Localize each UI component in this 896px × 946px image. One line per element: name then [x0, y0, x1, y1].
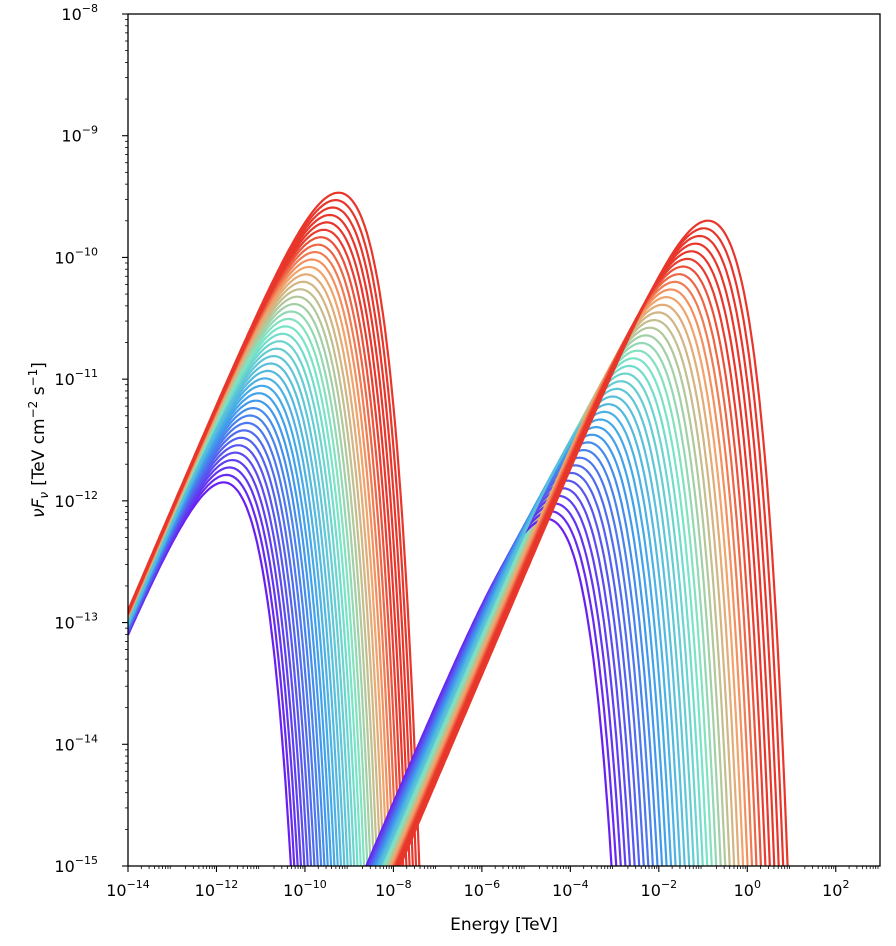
y-tick-label: 10−14 — [54, 732, 98, 754]
x-tick-label: 10−2 — [641, 878, 678, 900]
x-tick-label: 10−8 — [375, 878, 412, 900]
plot-frame — [127, 13, 881, 867]
x-tick-label: 100 — [734, 878, 761, 900]
x-tick-label: 102 — [822, 878, 849, 900]
y-tick-label: 10−15 — [54, 854, 98, 876]
synchrotron-curve — [128, 362, 346, 866]
y-tick-label: 10−8 — [61, 2, 98, 24]
inverse-compton-curve — [378, 395, 686, 866]
y-axis-label: νFν[TeV cm−2 s−1] — [26, 362, 51, 518]
x-axis-label: Energy [TeV] — [450, 915, 558, 935]
synchrotron-curve — [128, 191, 421, 866]
x-tick-label: 10−12 — [195, 878, 239, 900]
x-tick-label: 10−4 — [552, 878, 589, 900]
sed-curves — [128, 191, 789, 866]
x-tick-label: 10−10 — [283, 878, 327, 900]
svg-text:νFν[TeV cm−2 s−1]: νFν[TeV cm−2 s−1] — [26, 362, 51, 518]
inverse-compton-curve — [398, 219, 789, 866]
y-tick-label: 10−12 — [54, 489, 98, 511]
y-tick-label: 10−13 — [54, 611, 98, 633]
y-tick-label: 10−9 — [61, 124, 98, 146]
y-tick-label: 10−10 — [54, 245, 98, 267]
y-tick-label: 10−11 — [54, 367, 98, 389]
axes: 10−14 10−12 10−10 10−8 10−6 10−4 10−2 100 102 10−… — [54, 2, 879, 900]
x-tick-label: 10−6 — [464, 878, 501, 900]
x-tick-label: 10−14 — [106, 878, 150, 900]
